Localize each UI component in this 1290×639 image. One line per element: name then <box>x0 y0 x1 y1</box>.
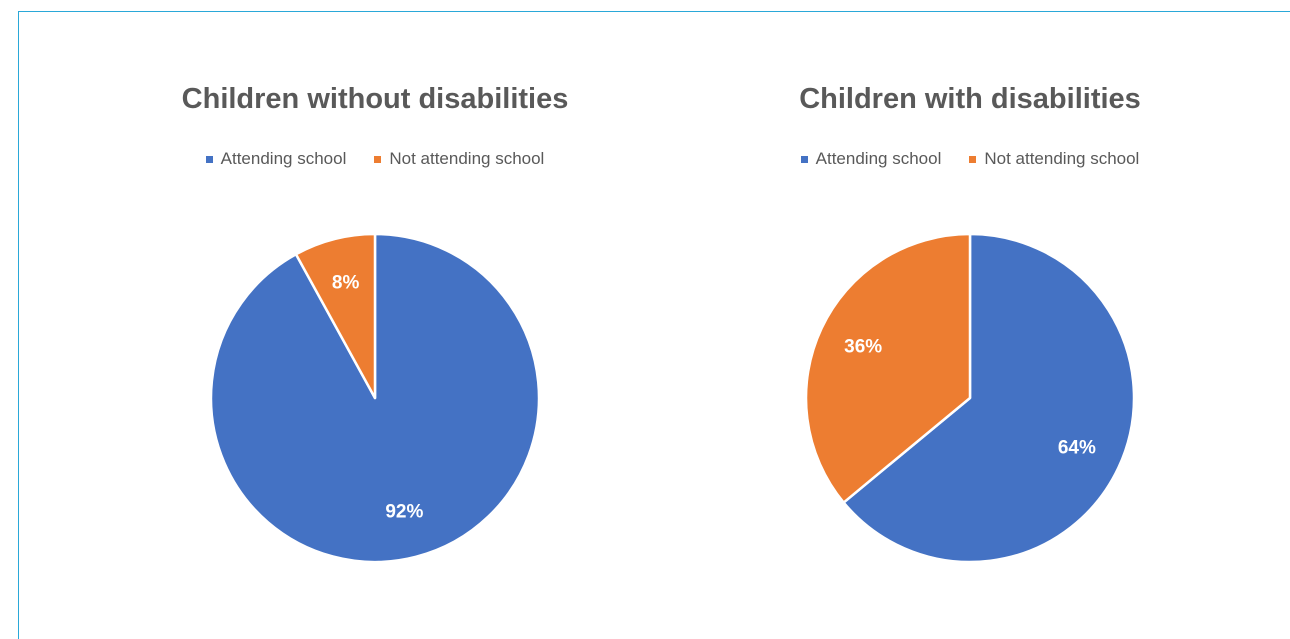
legend-swatch-not-attending <box>969 155 977 163</box>
legend-item-not-attending: Not attending school <box>969 149 1139 169</box>
chart-title: Children without disabilities <box>181 83 569 115</box>
legend-label: Not attending school <box>984 149 1140 168</box>
legend-swatch-attending <box>205 155 213 163</box>
pie-slice-attending-school <box>842 232 1136 564</box>
legend-swatch-attending <box>800 155 808 163</box>
data-label-not-attending-school: 36% <box>844 337 882 358</box>
pie-chart-with-disabilities: Children with disabilities Attending sch… <box>680 11 1260 639</box>
pie-plot: 92% 8% <box>209 232 541 564</box>
legend-swatch-not-attending <box>374 155 382 163</box>
legend-label: Not attending school <box>389 149 545 168</box>
pie-slice-not-attending-school <box>294 232 377 400</box>
data-label-attending-school: 92% <box>385 501 423 522</box>
legend-item-not-attending: Not attending school <box>374 149 544 169</box>
pie-chart-without-disabilities: Children without disabilities Attending … <box>85 11 665 639</box>
chart-legend: Attending school Not attending school <box>85 149 665 169</box>
legend-label: Attending school <box>220 149 347 168</box>
legend-label: Attending school <box>815 149 942 168</box>
legend-item-attending: Attending school <box>800 149 942 169</box>
pie-slice-not-attending-school <box>804 232 972 504</box>
chart-frame <box>18 11 1290 639</box>
data-label-attending-school: 64% <box>1058 437 1096 458</box>
pie-plot: 64% 36% <box>804 232 1136 564</box>
data-label-not-attending-school: 8% <box>332 273 360 294</box>
chart-legend: Attending school Not attending school <box>680 149 1260 169</box>
legend-item-attending: Attending school <box>205 149 347 169</box>
chart-title: Children with disabilities <box>799 83 1141 115</box>
